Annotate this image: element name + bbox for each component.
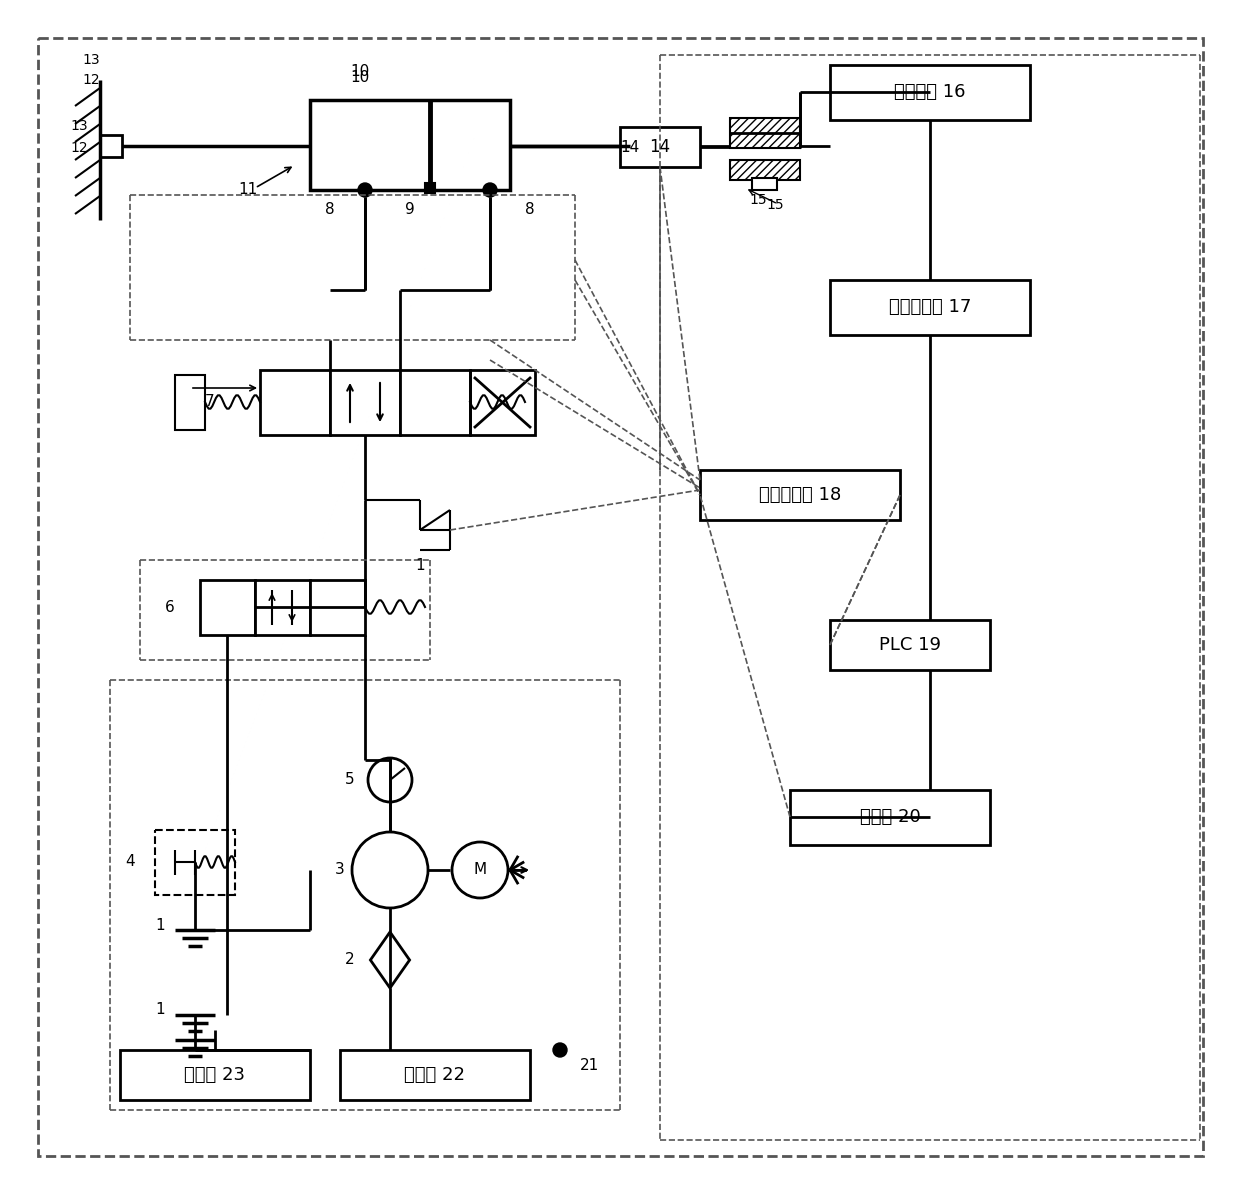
- Text: 1: 1: [415, 558, 425, 572]
- Bar: [425, 184, 435, 193]
- Text: 9: 9: [405, 203, 415, 217]
- Bar: [470, 370, 534, 435]
- Text: 13: 13: [71, 119, 88, 134]
- Bar: [175, 375, 205, 430]
- Text: 21: 21: [580, 1057, 599, 1073]
- Text: 10: 10: [351, 70, 370, 86]
- Text: 13: 13: [82, 52, 100, 67]
- Text: 数据采集卡 18: 数据采集卡 18: [759, 486, 841, 504]
- Text: 14: 14: [620, 139, 640, 155]
- Text: 12: 12: [71, 141, 88, 155]
- Circle shape: [484, 184, 497, 197]
- Text: 11: 11: [238, 182, 258, 198]
- Bar: [701, 470, 900, 520]
- Bar: [401, 370, 470, 435]
- Text: 伺服驱动器 17: 伺服驱动器 17: [889, 298, 971, 316]
- Bar: [730, 160, 800, 180]
- Bar: [790, 790, 990, 845]
- Text: 12: 12: [82, 73, 100, 87]
- Bar: [830, 66, 1030, 120]
- Bar: [155, 830, 236, 895]
- Bar: [830, 280, 1030, 335]
- Bar: [340, 1050, 529, 1100]
- Text: 1: 1: [155, 1002, 165, 1018]
- Text: 14: 14: [650, 138, 671, 156]
- Text: 1: 1: [155, 918, 165, 932]
- Bar: [730, 118, 800, 148]
- Text: 4: 4: [125, 855, 135, 869]
- Text: 10: 10: [351, 64, 370, 80]
- Circle shape: [358, 184, 372, 197]
- Bar: [120, 1050, 310, 1100]
- Text: 8: 8: [325, 203, 335, 217]
- Text: 计算机 20: 计算机 20: [859, 808, 920, 826]
- Text: 15: 15: [766, 198, 784, 212]
- Bar: [200, 581, 255, 635]
- Bar: [260, 370, 330, 435]
- Text: M: M: [474, 863, 486, 877]
- Text: PLC 19: PLC 19: [879, 637, 941, 654]
- Text: 伺服电机 16: 伺服电机 16: [894, 83, 966, 101]
- Bar: [100, 135, 122, 157]
- Text: 2: 2: [345, 952, 355, 968]
- Bar: [830, 620, 990, 670]
- Bar: [310, 100, 510, 190]
- Bar: [255, 581, 310, 635]
- Text: 加热器 23: 加热器 23: [185, 1066, 246, 1084]
- Text: 15: 15: [749, 193, 766, 207]
- Text: 6: 6: [165, 601, 175, 615]
- Text: 8: 8: [526, 203, 534, 217]
- Text: 5: 5: [345, 772, 355, 788]
- Text: 7: 7: [205, 395, 215, 410]
- Circle shape: [553, 1043, 567, 1057]
- Bar: [330, 370, 401, 435]
- Bar: [620, 128, 701, 167]
- Text: 3: 3: [335, 863, 345, 877]
- Text: 冷却器 22: 冷却器 22: [404, 1066, 465, 1084]
- Bar: [751, 178, 777, 190]
- Bar: [310, 581, 365, 635]
